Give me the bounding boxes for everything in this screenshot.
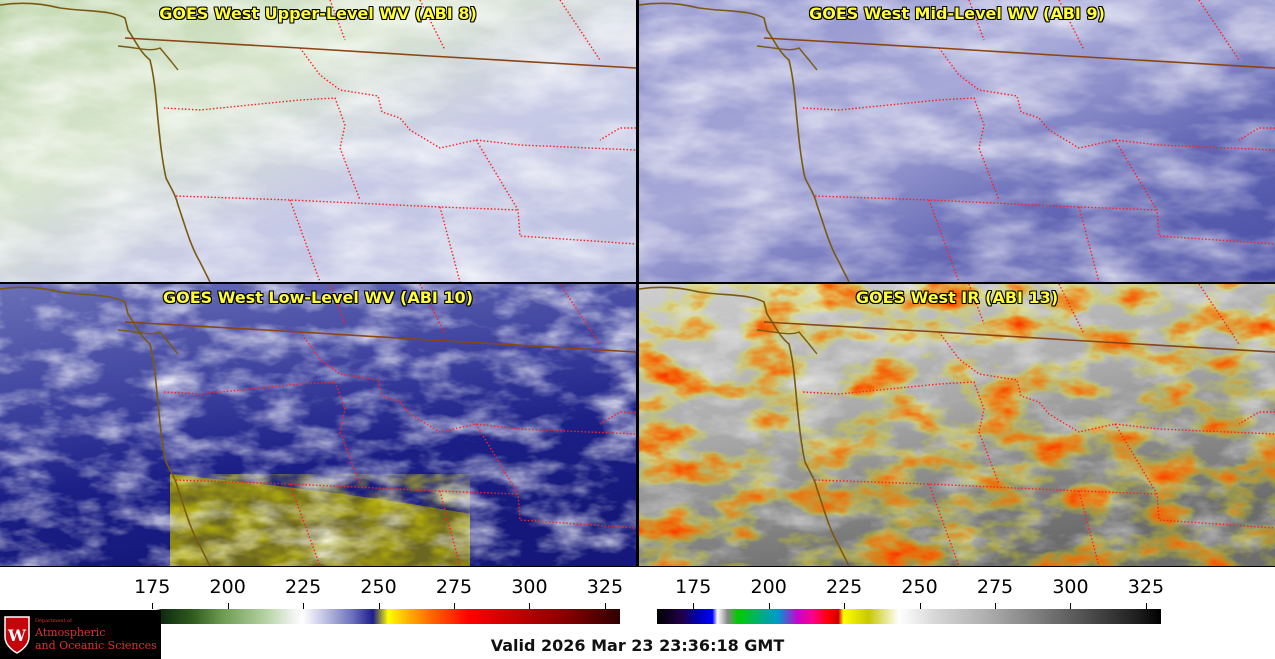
panel-title: GOES West Low-Level WV (ABI 10) [162, 288, 473, 307]
low-level-wv-image [0, 284, 636, 566]
crest-letter: W [7, 626, 27, 645]
colorbar-tick-label: 300 [511, 576, 548, 598]
crest-icon: W [4, 616, 30, 654]
panel-title: GOES West IR (ABI 13) [855, 288, 1059, 307]
colorbar-tick-mark [303, 603, 305, 609]
colorbar-tick-label: 225 [284, 576, 322, 598]
logo-text-small: Department of [35, 618, 72, 624]
colorbar-tick-mark [844, 603, 846, 609]
colorbar-tick-label: 275 [435, 576, 473, 598]
map-borders [639, 0, 1275, 282]
panel-title: GOES West Mid-Level WV (ABI 9) [809, 4, 1105, 23]
panel-ir: GOES West IR (ABI 13) [639, 284, 1275, 566]
map-borders [639, 284, 1275, 566]
colorbar-tick-label: 325 [586, 576, 624, 598]
colorbar-tick-mark [152, 603, 154, 609]
colorbar-tick-mark [1145, 603, 1147, 609]
colorbar-tick-mark [1070, 603, 1072, 609]
panel-divider-horizontal [0, 282, 1275, 284]
panel-title: GOES West Upper-Level WV (ABI 8) [159, 4, 477, 23]
colorbar-tick-label: 175 [134, 576, 171, 598]
valid-time: Valid 2026 Mar 23 23:36:18 GMT [490, 636, 785, 655]
department-logo: W Department of Atmospheric and Oceanic … [0, 610, 161, 659]
panel-low-level-wv: GOES West Low-Level WV (ABI 10) [0, 284, 636, 566]
colorbar-tick-mark [227, 603, 229, 609]
colorbar-tick-label: 200 [209, 576, 246, 598]
colorbar-tick-mark [604, 603, 606, 609]
map-borders [0, 284, 636, 566]
colorbar-tick-label: 300 [1052, 576, 1089, 598]
map-borders [0, 0, 636, 282]
panel-bottom-border [0, 566, 1275, 567]
colorbar-tick-mark [995, 603, 996, 609]
ir-colorbar [657, 609, 1161, 624]
logo-text-line2: and Oceanic Sciences [35, 639, 157, 652]
colorbar-tick-label: 175 [675, 576, 712, 598]
ir-image [639, 284, 1275, 566]
logo-text-line1: Atmospheric [35, 626, 106, 639]
colorbar-tick-mark [919, 603, 921, 609]
colorbar-tick-label: 200 [750, 576, 787, 598]
panel-upper-level-wv: GOES West Upper-Level WV (ABI 8) [0, 0, 636, 282]
colorbar-tick-label: 250 [360, 576, 397, 598]
colorbar-tick-mark [693, 603, 695, 609]
colorbar-tick-mark [454, 603, 455, 609]
upper-level-wv-image [0, 0, 636, 282]
colorbar-tick-mark [768, 603, 770, 609]
panel-mid-level-wv: GOES West Mid-Level WV (ABI 9) [639, 0, 1275, 282]
colorbar-tick-label: 325 [1127, 576, 1165, 598]
wv-colorbar [116, 609, 620, 624]
colorbar-tick-label: 275 [976, 576, 1014, 598]
colorbar-tick-label: 225 [825, 576, 863, 598]
colorbar-tick-label: 250 [901, 576, 938, 598]
mid-level-wv-image [639, 0, 1275, 282]
colorbar-tick-mark [529, 603, 531, 609]
colorbar-tick-mark [378, 603, 380, 609]
